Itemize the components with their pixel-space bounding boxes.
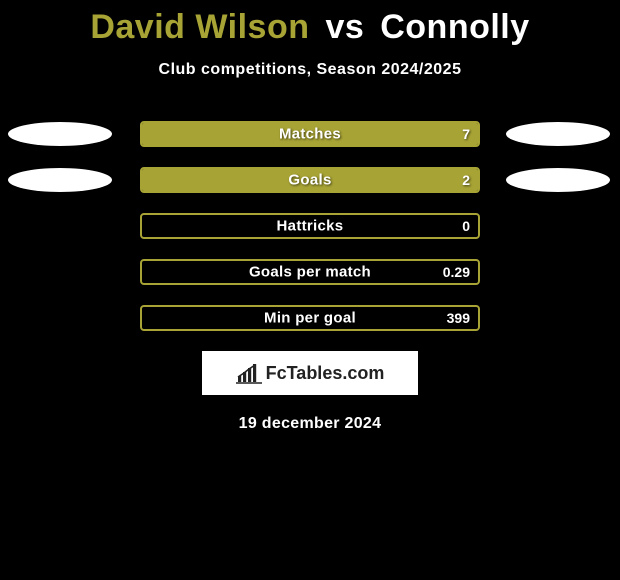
date-text: 19 december 2024 [0,415,620,433]
stat-value: 0.29 [443,264,470,280]
player1-ellipse [8,168,112,192]
player1-name: David Wilson [90,8,309,46]
stat-row: Hattricks0 [0,213,620,239]
stat-label: Goals [142,172,478,189]
logo-text: FcTables.com [266,363,385,384]
stat-bar: Hattricks0 [140,213,480,239]
stat-row: Goals2 [0,167,620,193]
subtitle: Club competitions, Season 2024/2025 [0,61,620,79]
stat-rows: Matches7Goals2Hattricks0Goals per match0… [0,121,620,331]
stat-bar: Matches7 [140,121,480,147]
stat-label: Matches [142,126,478,143]
stat-bar: Goals2 [140,167,480,193]
stat-row: Min per goal399 [0,305,620,331]
player2-name: Connolly [380,8,529,46]
stat-row: Matches7 [0,121,620,147]
stat-value: 7 [462,126,470,142]
stat-value: 399 [447,310,470,326]
stat-bar: Goals per match0.29 [140,259,480,285]
stat-bar: Min per goal399 [140,305,480,331]
stat-label: Min per goal [142,310,478,327]
comparison-title: David Wilson vs Connolly [0,0,620,47]
player1-ellipse [8,122,112,146]
stat-value: 2 [462,172,470,188]
stat-value: 0 [462,218,470,234]
player2-ellipse [506,168,610,192]
player2-ellipse [506,122,610,146]
stat-row: Goals per match0.29 [0,259,620,285]
stat-label: Hattricks [142,218,478,235]
stat-label: Goals per match [142,264,478,281]
logo-box: FcTables.com [202,351,418,395]
barchart-icon [236,362,262,384]
vs-text: vs [325,8,364,46]
